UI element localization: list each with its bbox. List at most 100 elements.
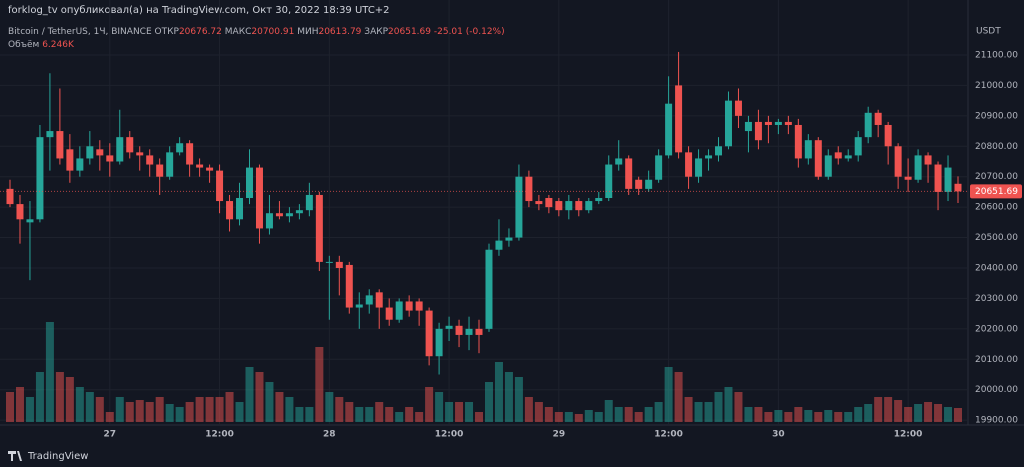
candle-body <box>26 219 34 223</box>
volume-bar <box>724 387 733 422</box>
volume-bar <box>614 407 623 422</box>
volume-bar <box>484 382 493 422</box>
volume-bar <box>265 382 274 422</box>
high-label: МАКС <box>225 27 252 37</box>
volume-bar <box>135 400 144 422</box>
candle-body <box>236 198 244 220</box>
high-value: 20700.91 <box>251 27 294 37</box>
volume-bar <box>245 367 254 422</box>
volume-bar <box>684 397 693 422</box>
candle-body <box>705 155 713 159</box>
volume-bar <box>215 397 224 422</box>
volume-bar <box>445 402 454 422</box>
volume-bar <box>654 402 663 422</box>
volume-bar <box>534 402 543 422</box>
y-tick-label: 20200.00 <box>975 324 1018 334</box>
volume-bar <box>115 397 124 422</box>
candle-body <box>605 164 613 199</box>
candle-body <box>695 158 703 177</box>
candle-body <box>575 201 583 211</box>
volume-bar <box>345 402 354 422</box>
volume-bar <box>255 372 264 422</box>
currency: USDT <box>976 27 1001 37</box>
candle-body <box>824 155 832 177</box>
volume-bar <box>574 413 583 422</box>
last-price-label: 20651.69 <box>975 187 1018 197</box>
volume-bar <box>185 402 194 422</box>
volume-bar <box>544 407 553 422</box>
volume-bar <box>744 407 753 422</box>
low-value: 20613.79 <box>318 27 361 37</box>
footer <box>0 445 1024 467</box>
volume-bar <box>674 372 683 422</box>
candle-body <box>724 100 732 147</box>
candle-body <box>535 201 543 205</box>
volume-bar <box>15 387 24 422</box>
volume-bar <box>285 397 294 422</box>
y-tick-label: 20600.00 <box>975 203 1018 213</box>
volume-bar <box>205 397 214 422</box>
candle-body <box>255 167 263 229</box>
candle-body <box>385 307 393 320</box>
volume-bar <box>235 402 244 422</box>
candle-body <box>914 155 922 180</box>
candle-body <box>106 155 114 162</box>
candle-body <box>794 124 802 159</box>
volume-bar <box>175 407 184 422</box>
candle-body <box>355 304 363 308</box>
volume-bar <box>85 392 94 422</box>
volume-bar <box>754 407 763 422</box>
volume-bar <box>475 412 484 422</box>
volume-bar <box>425 387 434 422</box>
volume-bar <box>6 392 14 422</box>
volume-bar <box>944 407 953 422</box>
candle-body <box>844 155 852 159</box>
y-tick-label: 20800.00 <box>975 142 1018 152</box>
candle-body <box>146 155 154 165</box>
candle-body <box>904 176 912 180</box>
candle-body <box>305 194 313 211</box>
volume-bar <box>594 412 603 422</box>
volume-bar <box>734 392 743 422</box>
candle-body <box>16 204 24 220</box>
volume-bar <box>145 402 154 422</box>
volume-bar <box>365 407 374 422</box>
volume-legend: Объём 6.246K <box>8 40 75 50</box>
candle-body <box>515 176 523 238</box>
candle-body <box>485 249 493 329</box>
publisher: forklog_tv опубликовал(а) на TradingView… <box>8 5 390 16</box>
volume-bar <box>375 402 384 422</box>
candle-body <box>675 85 683 153</box>
volume-bar <box>874 397 883 422</box>
candle-body <box>156 164 164 177</box>
candle-body <box>265 213 273 229</box>
candle-body <box>96 149 104 156</box>
volume-bar <box>914 403 923 422</box>
volume-bar <box>824 410 833 422</box>
candle-body <box>315 194 323 262</box>
x-tick-label: 28 <box>323 430 336 440</box>
x-tick-label: 27 <box>104 430 117 440</box>
candle-body <box>894 146 902 177</box>
candle-body <box>595 198 603 202</box>
candle-body <box>395 301 403 320</box>
candle-body <box>76 158 84 171</box>
candle-body <box>744 121 752 132</box>
volume-bar <box>305 407 314 422</box>
volume-bar <box>924 402 933 422</box>
volume-bar <box>804 410 813 422</box>
volume-bar <box>664 367 673 422</box>
candle-body <box>555 201 563 211</box>
candle-body <box>126 137 134 153</box>
volume-bar <box>295 407 304 422</box>
volume-bar <box>514 377 523 422</box>
volume-bar <box>45 322 54 422</box>
volume-bar <box>604 400 613 422</box>
grid <box>0 0 968 425</box>
y-tick-label: 20700.00 <box>975 172 1018 182</box>
y-tick-label: 20100.00 <box>975 355 1018 365</box>
candle-body <box>196 164 204 168</box>
volume-bar <box>95 397 104 422</box>
volume-bar <box>524 397 533 422</box>
